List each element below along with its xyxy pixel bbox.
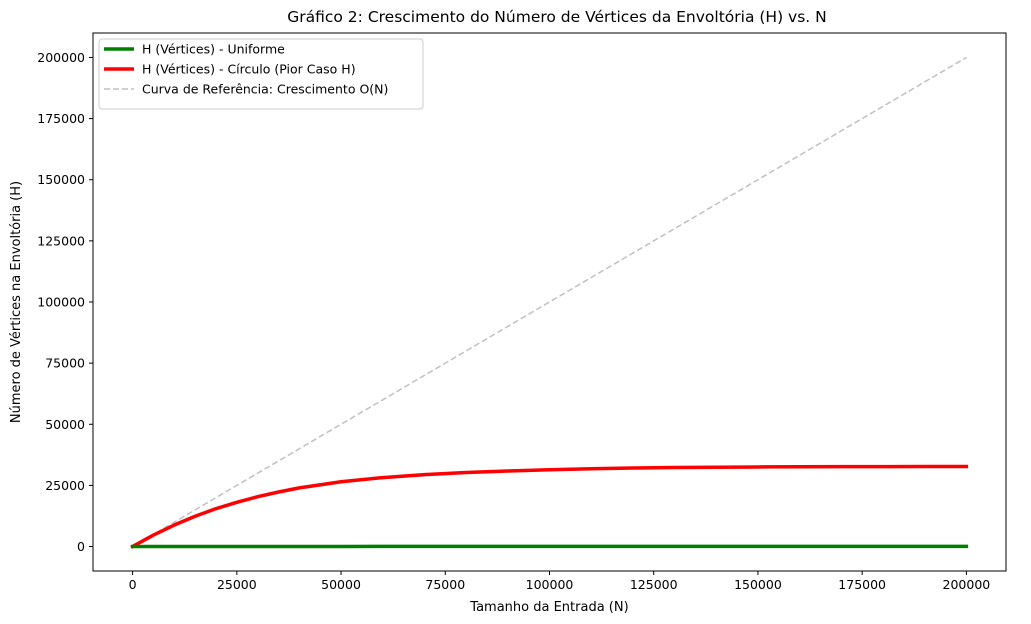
x-tick-label: 25000 (217, 577, 257, 592)
x-tick-label: 200000 (943, 577, 991, 592)
series-line-2 (130, 464, 969, 549)
legend-label-2: H (Vértices) - Círculo (Pior Caso H) (142, 62, 356, 77)
x-axis: 0 25000 50000 75000 100000 125000 150000 175000… (129, 571, 991, 592)
y-tick-label: 125000 (37, 233, 85, 248)
y-tick-label: 0 (77, 539, 85, 554)
x-tick-label: 75000 (425, 577, 465, 592)
legend: H (Vértices) - Uniforme H (Vértices) - Cí… (98, 38, 424, 110)
series-line-3 (132, 56, 967, 548)
y-tick-label: 75000 (45, 356, 85, 371)
legend-frame (98, 38, 424, 110)
y-axis-title: Número de Vértices na Envoltória (H) (9, 181, 24, 423)
y-tick-label: 150000 (37, 172, 85, 187)
y-tick-label: 100000 (37, 295, 85, 310)
y-tick-label: 175000 (37, 111, 85, 126)
chart-title: Gráfico 2: Crescimento do Número de Vért… (287, 8, 827, 26)
x-tick-label: 175000 (838, 577, 886, 592)
x-axis-title: Tamanho da Entrada (N) (469, 600, 628, 615)
x-tick-label: 125000 (630, 577, 678, 592)
x-tick-label: 50000 (321, 577, 361, 592)
y-tick-label: 25000 (45, 478, 85, 493)
y-axis: 0 25000 50000 75000 100000 125000 150000 175000… (37, 50, 93, 554)
legend-label-3: Curva de Referência: Crescimento O(N) (142, 82, 388, 97)
plot-area (130, 56, 969, 549)
y-tick-label: 50000 (45, 417, 85, 432)
x-tick-label: 100000 (526, 577, 574, 592)
x-tick-label: 0 (129, 577, 137, 592)
x-tick-label: 150000 (734, 577, 782, 592)
legend-label-1: H (Vértices) - Uniforme (142, 42, 285, 57)
y-tick-label: 200000 (37, 50, 85, 65)
